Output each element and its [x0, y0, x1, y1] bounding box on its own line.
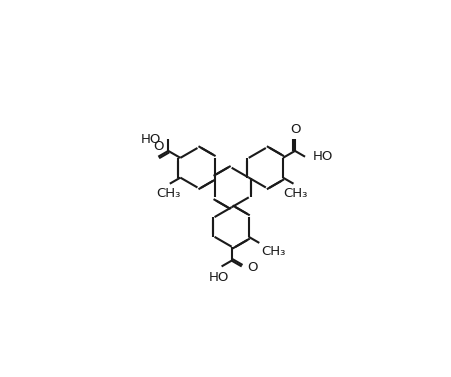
Text: O: O — [152, 140, 163, 153]
Text: CH₃: CH₃ — [156, 187, 180, 199]
Text: CH₃: CH₃ — [261, 245, 285, 258]
Text: HO: HO — [208, 271, 228, 284]
Text: O: O — [246, 261, 257, 274]
Text: CH₃: CH₃ — [282, 187, 306, 199]
Text: HO: HO — [312, 150, 332, 163]
Text: HO: HO — [140, 133, 161, 146]
Text: O: O — [289, 123, 299, 136]
